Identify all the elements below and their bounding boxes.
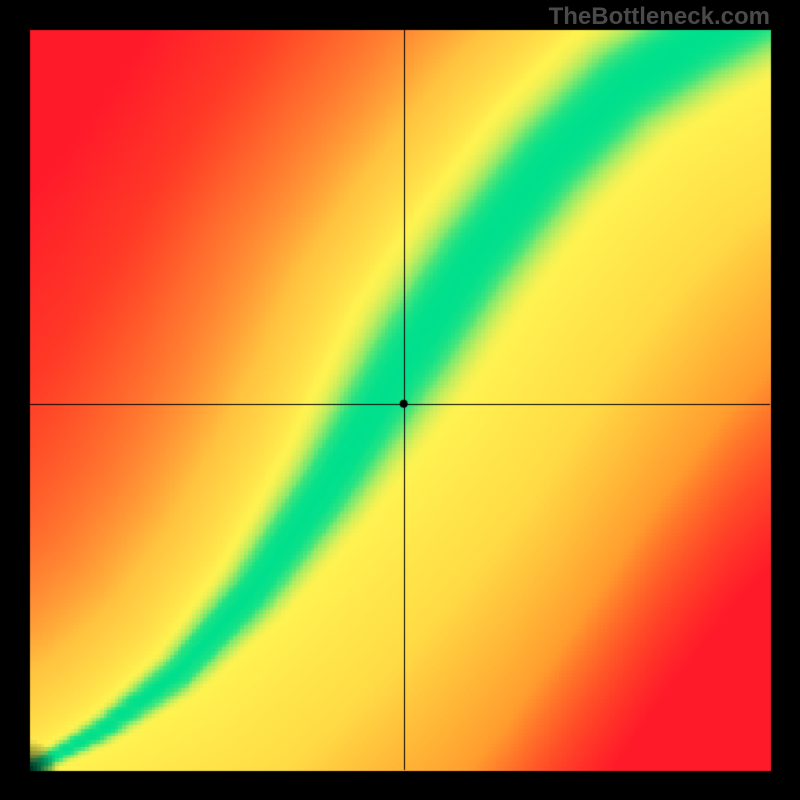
- bottleneck-heatmap: [0, 0, 800, 800]
- watermark-text: TheBottleneck.com: [549, 3, 770, 31]
- chart-container: TheBottleneck.com: [0, 0, 800, 800]
